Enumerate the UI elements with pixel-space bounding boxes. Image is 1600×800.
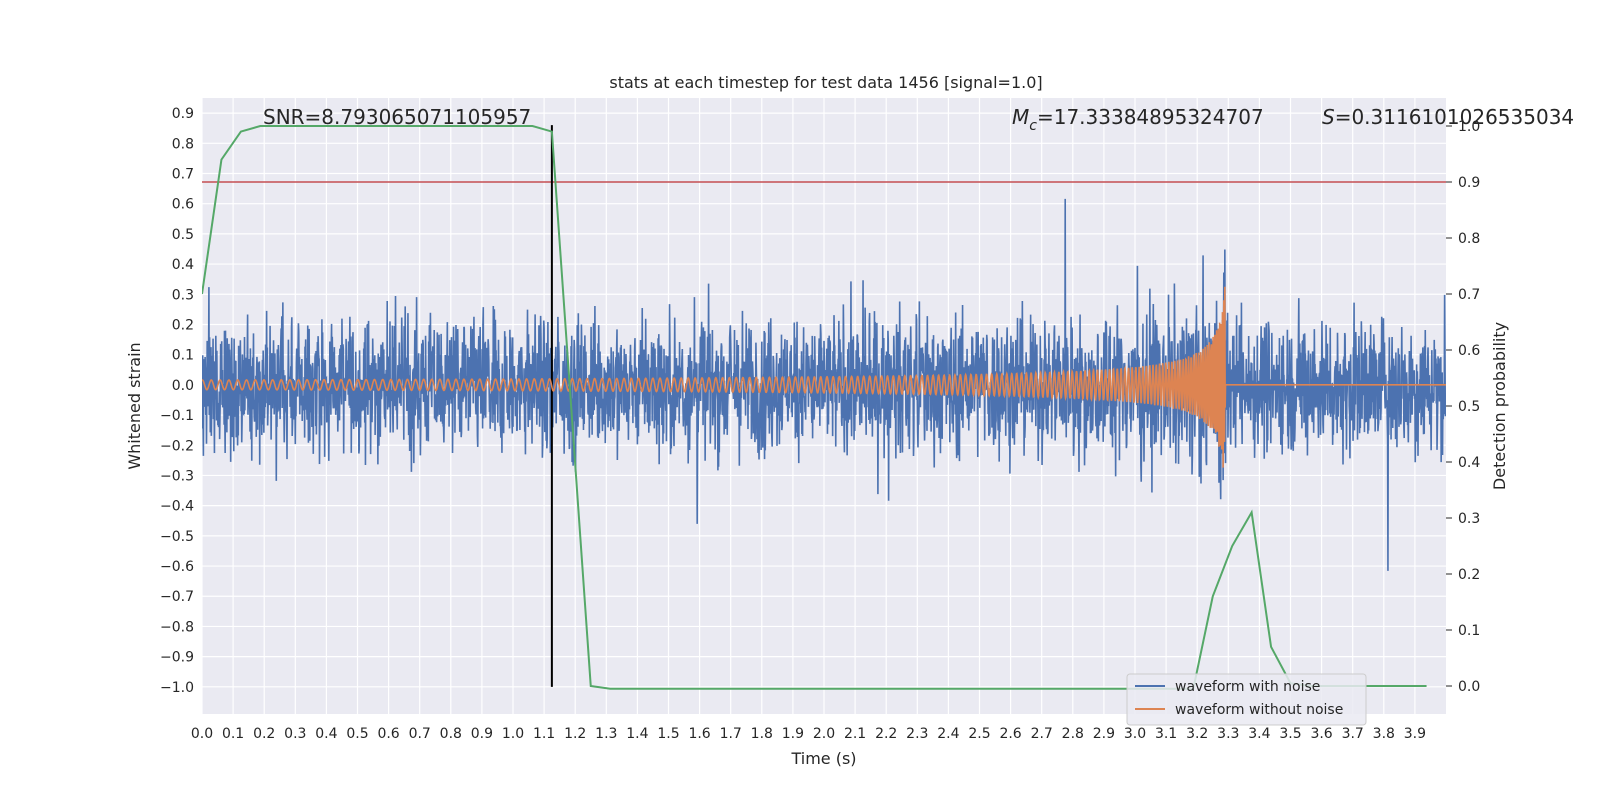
y-tick-label: −0.5 [160, 529, 194, 545]
x-tick-label: 2.1 [844, 726, 866, 742]
y-tick-label: 0.4 [172, 257, 194, 273]
y-tick-label: 0.2 [172, 317, 194, 333]
x-axis-ticks: 0.0 0.1 0.2 0.3 0.4 0.5 0.6 0.7 0.8 0.9 1.0 1.1 1.2 1… [191, 726, 1426, 742]
snr-annotation: SNR=8.793065071105957 [263, 105, 531, 129]
y2-tick-label: 0.6 [1458, 343, 1480, 359]
x-tick-label: 2.7 [1031, 726, 1053, 742]
y2-tick-label: 1.0 [1458, 119, 1480, 135]
chirp-mass-value: =17.33384895324707 [1037, 105, 1264, 129]
x-tick-label: 2.6 [999, 726, 1021, 742]
y-axis-label: Whitened strain [125, 342, 144, 469]
x-tick-label: 1.2 [564, 726, 586, 742]
legend-label-clean: waveform without noise [1175, 702, 1343, 718]
x-tick-label: 1.9 [782, 726, 804, 742]
x-tick-label: 0.7 [409, 726, 431, 742]
y-tick-label: −0.7 [160, 589, 194, 605]
legend: waveform with noise waveform without noi… [1126, 673, 1367, 726]
y2-tick-label: 0.4 [1458, 455, 1480, 471]
x-tick-label: 0.8 [440, 726, 462, 742]
x-tick-label: 0.2 [253, 726, 275, 742]
x-tick-label: 2.0 [813, 726, 835, 742]
y-tick-label: 0.1 [172, 348, 194, 364]
x-tick-label: 0.0 [191, 726, 213, 742]
x-tick-label: 2.4 [937, 726, 959, 742]
y-tick-label: 0.5 [172, 227, 194, 243]
x-tick-label: 1.5 [657, 726, 679, 742]
waveform-without-noise-line [202, 286, 1446, 468]
legend-label-noisy: waveform with noise [1175, 679, 1320, 695]
chirp-mass-subscript: c [1029, 118, 1037, 134]
x-tick-label: 3.4 [1248, 726, 1270, 742]
x-tick-label: 3.5 [1279, 726, 1301, 742]
x-tick-label: 3.6 [1310, 726, 1332, 742]
x-axis-label: Time (s) [790, 749, 856, 768]
y2-tick-label: 0.2 [1458, 567, 1480, 583]
x-tick-label: 0.1 [222, 726, 244, 742]
x-tick-label: 3.9 [1404, 726, 1426, 742]
x-tick-label: 3.3 [1217, 726, 1239, 742]
x-tick-label: 3.0 [1124, 726, 1146, 742]
y-tick-label: −0.1 [160, 408, 194, 424]
y2-tick-label: 0.5 [1458, 399, 1480, 415]
y-axis-ticks: 0.9 0.8 0.7 0.6 0.5 0.4 0.3 0.2 0.1 0.0 −0.1 −0.2 −0… [160, 106, 194, 696]
y-tick-label: −1.0 [160, 680, 194, 696]
y2-tick-label: 0.3 [1458, 511, 1480, 527]
spin-symbol: S [1322, 105, 1335, 129]
x-tick-label: 0.4 [315, 726, 337, 742]
chirp-mass-symbol: M [1012, 105, 1029, 129]
x-tick-label: 1.8 [751, 726, 773, 742]
y-tick-label: −0.2 [160, 438, 194, 454]
y-tick-label: 0.7 [172, 166, 194, 182]
x-tick-label: 3.7 [1342, 726, 1364, 742]
y2-tick-label: 0.0 [1458, 679, 1480, 695]
y-tick-label: 0.9 [172, 106, 194, 122]
y2-tick-label: 0.9 [1458, 175, 1480, 191]
x-tick-label: 1.0 [502, 726, 524, 742]
x-tick-label: 0.9 [471, 726, 493, 742]
x-tick-label: 0.6 [377, 726, 399, 742]
x-tick-label: 3.2 [1186, 726, 1208, 742]
y2-axis-label: Detection probability [1490, 322, 1509, 490]
x-tick-label: 1.7 [720, 726, 742, 742]
y-tick-label: −0.8 [160, 619, 194, 635]
legend-box [1126, 673, 1367, 726]
x-tick-label: 3.8 [1373, 726, 1395, 742]
y-tick-label: 0.0 [172, 378, 194, 394]
x-tick-label: 2.3 [906, 726, 928, 742]
spin-value: =0.3116101026535034 [1335, 105, 1574, 129]
x-tick-label: 3.1 [1155, 726, 1177, 742]
x-tick-label: 1.6 [688, 726, 710, 742]
y-tick-label: −0.3 [160, 468, 194, 484]
x-tick-label: 0.5 [346, 726, 368, 742]
detection-probability-line [202, 125, 1427, 690]
y-tick-label: −0.4 [160, 499, 194, 515]
y2-tick-label: 0.8 [1458, 231, 1480, 247]
chirp-mass-annotation: Mc=17.33384895324707 [1012, 105, 1264, 134]
y2-tick-label: 0.1 [1458, 623, 1480, 639]
y-tick-label: 0.3 [172, 287, 194, 303]
spin-annotation: S=0.3116101026535034 [1322, 105, 1574, 129]
y-tick-label: −0.6 [160, 559, 194, 575]
x-tick-label: 2.5 [968, 726, 990, 742]
x-tick-label: 2.8 [1062, 726, 1084, 742]
y-tick-label: −0.9 [160, 650, 194, 666]
y2-axis-ticks: 1.0 0.9 0.8 0.7 0.6 0.5 0.4 0.3 0.2 0.1 0.0 [1446, 119, 1480, 695]
y-tick-label: 0.8 [172, 136, 194, 152]
x-tick-label: 0.3 [284, 726, 306, 742]
y2-tick-label: 0.7 [1458, 287, 1480, 303]
x-tick-label: 1.4 [626, 726, 648, 742]
x-tick-label: 1.1 [533, 726, 555, 742]
x-tick-label: 1.3 [595, 726, 617, 742]
x-tick-label: 2.9 [1093, 726, 1115, 742]
x-tick-label: 2.2 [875, 726, 897, 742]
y-tick-label: 0.6 [172, 197, 194, 213]
chart-title: stats at each timestep for test data 145… [609, 73, 1042, 92]
